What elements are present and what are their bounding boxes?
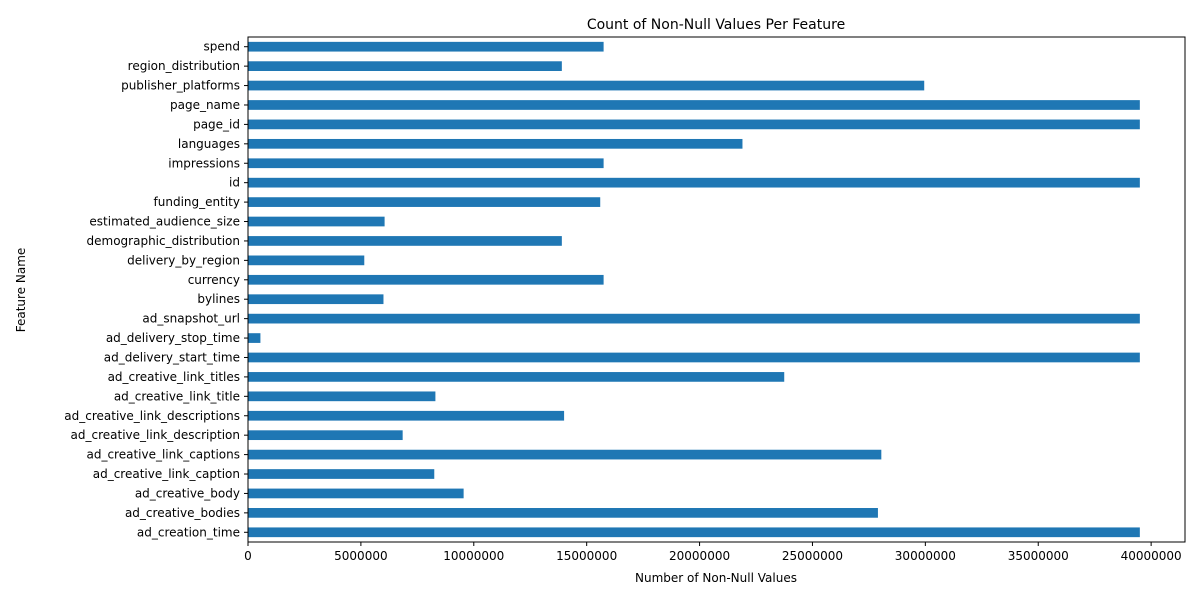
plot-area: spend region_distribution publisher_platfo… [64, 36, 1186, 563]
bar-page_name [248, 100, 1140, 110]
y-tick-label: page_id [193, 117, 240, 131]
bar-page_id [248, 119, 1140, 130]
y-tick-label: region_distribution [128, 59, 240, 73]
bar-ad_creative_link_descriptions [248, 410, 565, 421]
y-tick-label: ad_creative_body [135, 486, 240, 500]
x-tick-label: 25000000 [782, 549, 843, 563]
bar-publisher_platforms [248, 80, 925, 91]
bar-funding_entity [248, 197, 601, 207]
y-tick-label: delivery_by_region [127, 253, 240, 267]
y-tick-label: demographic_distribution [87, 234, 240, 248]
bar-ad_delivery_stop_time [248, 333, 261, 343]
chart-title: Count of Non-Null Values Per Feature [587, 17, 845, 33]
y-tick-label: ad_creative_link_titles [108, 370, 240, 384]
plot-frame [247, 36, 1186, 543]
y-tick-label: ad_creative_link_descriptions [64, 409, 240, 423]
x-tick-label: 15000000 [556, 549, 617, 563]
bar-ad_creative_bodies [248, 508, 878, 518]
y-tick-label: ad_creative_link_captions [86, 448, 240, 462]
x-tick-label: 30000000 [895, 549, 956, 563]
y-tick-label: impressions [168, 156, 240, 170]
y-axis-title: Feature Name [14, 248, 28, 333]
bar-currency [248, 274, 604, 285]
y-tick-label: ad_creative_link_title [114, 389, 240, 403]
y-tick-label: funding_entity [154, 195, 240, 209]
y-tick-label: ad_creative_link_description [71, 428, 240, 442]
y-tick-label: bylines [197, 292, 240, 306]
bar-ad_creative_link_description [248, 430, 403, 441]
bar-bylines [248, 294, 384, 305]
y-tick-label: ad_creative_bodies [125, 506, 240, 520]
bar-ad_delivery_start_time [248, 352, 1140, 363]
y-tick-label: ad_delivery_stop_time [106, 331, 240, 345]
x-tick-label: 20000000 [669, 549, 730, 563]
bar-ad_snapshot_url [248, 313, 1140, 324]
bar-ad_creative_link_title [248, 391, 436, 402]
x-tick-label: 5000000 [334, 549, 387, 563]
bar-ad_creative_link_captions [248, 449, 882, 460]
x-tick-label: 10000000 [443, 549, 504, 563]
bar-impressions [248, 158, 604, 169]
y-tick-label: ad_creation_time [137, 525, 240, 539]
bar-id [248, 177, 1140, 188]
y-tick-label: id [229, 176, 240, 190]
bar-spend [248, 41, 604, 52]
bar-languages [248, 138, 743, 149]
y-tick-label: languages [178, 137, 240, 151]
x-tick-label: 0 [244, 549, 252, 563]
y-tick-label: ad_creative_link_caption [93, 467, 240, 481]
y-tick-label: estimated_audience_size [89, 215, 240, 229]
bar-ad_creation_time [248, 527, 1140, 538]
bar-ad_creative_link_caption [248, 469, 435, 479]
bar-delivery_by_region [248, 255, 365, 266]
bar-demographic_distribution [248, 236, 562, 246]
bar-estimated_audience_size [248, 216, 385, 227]
x-axis-title: Number of Non-Null Values [635, 571, 797, 585]
y-tick-label: spend [204, 40, 240, 54]
y-tick-label: page_name [170, 98, 240, 112]
bar-region_distribution [248, 61, 562, 71]
y-tick-label: ad_snapshot_url [142, 312, 240, 326]
bar-ad_creative_body [248, 488, 464, 499]
bar-ad_creative_link_titles [248, 372, 785, 382]
y-tick-label: ad_delivery_start_time [104, 350, 240, 364]
y-tick-label: publisher_platforms [121, 79, 240, 93]
y-tick-label: currency [188, 273, 240, 287]
x-tick-label: 35000000 [1008, 549, 1069, 563]
x-tick-label: 40000000 [1121, 549, 1182, 563]
